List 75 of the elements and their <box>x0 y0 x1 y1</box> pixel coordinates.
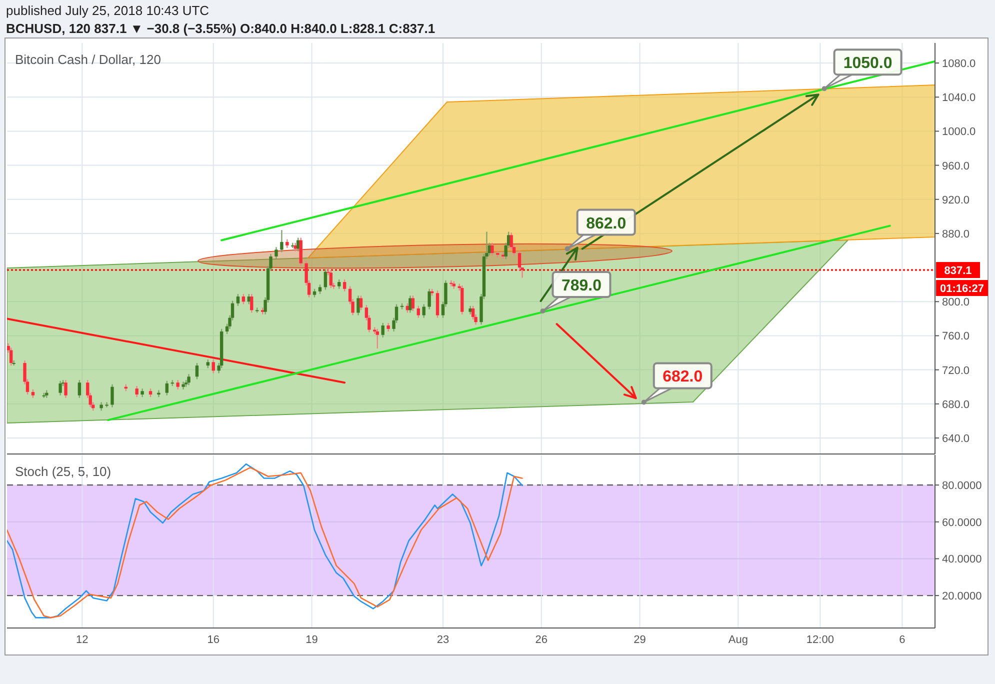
text: Bitcoin Cash / Dollar, 120 <box>15 52 161 67</box>
candlestick <box>10 347 13 366</box>
y-tick-label: 640.0 <box>942 432 970 445</box>
text: Stoch (25, 5, 10) <box>15 464 112 479</box>
ref-line-label: 837.1 <box>944 265 972 278</box>
candlestick <box>408 295 412 314</box>
annotation: 862.0 <box>586 215 626 232</box>
candlestick <box>250 293 254 314</box>
candlestick <box>280 229 284 253</box>
y-tick-label: 680.0 <box>942 398 970 411</box>
y-tick-label: 760.0 <box>942 330 970 343</box>
candlestick <box>318 284 322 295</box>
candlestick <box>428 288 431 310</box>
y-tick-label: 20.0000 <box>942 590 982 603</box>
y-tick-label: 1040.0 <box>942 92 976 104</box>
x-tick-label: 26 <box>535 634 548 646</box>
candlestick <box>242 293 246 305</box>
candlestick <box>58 380 62 396</box>
x-tick-label: 6 <box>899 634 906 646</box>
y-tick-label: 800.0 <box>942 296 970 309</box>
candlestick <box>338 278 341 290</box>
y-tick-label: 80.0000 <box>942 480 982 492</box>
candlestick <box>195 362 199 380</box>
candlestick <box>105 402 108 408</box>
candlestick <box>274 246 278 260</box>
x-tick-label: 12:00 <box>806 634 834 646</box>
x-tick-label: Aug <box>728 634 748 646</box>
y-tick-label: 60.0000 <box>942 516 982 529</box>
x-tick-label: 29 <box>634 634 646 646</box>
candlestick <box>376 328 379 350</box>
y-tick-label: 1000.0 <box>942 126 976 138</box>
candlestick <box>356 295 360 316</box>
candlestick <box>187 373 190 386</box>
candlestick <box>110 384 114 408</box>
candlestick <box>436 290 440 318</box>
candlestick <box>460 284 464 316</box>
y-tick-label: 720.0 <box>942 364 970 377</box>
candlestick <box>78 379 82 399</box>
candlestick <box>381 322 384 338</box>
candlestick <box>176 379 180 390</box>
candlestick <box>12 360 16 366</box>
candlestick <box>236 293 240 306</box>
candlestick <box>64 379 68 399</box>
candlestick <box>212 358 215 374</box>
candlestick <box>471 305 475 320</box>
annotation: 789.0 <box>561 278 602 295</box>
y-tick-label: 40.0000 <box>942 554 982 566</box>
x-tick-label: 12 <box>76 634 88 646</box>
candlestick <box>135 385 138 398</box>
candlestick <box>324 268 328 290</box>
annotation: 1050.0 <box>843 55 892 72</box>
candlestick <box>299 237 302 266</box>
candlestick <box>518 250 522 271</box>
candlestick <box>450 280 453 287</box>
annotation: 682.0 <box>662 368 703 386</box>
y-tick-label: 1080.0 <box>942 58 976 70</box>
candlestick <box>157 390 160 398</box>
x-tick-label: 23 <box>436 634 450 646</box>
candlestick <box>359 295 363 311</box>
y-tick-label: 880.0 <box>942 228 970 240</box>
candlestick <box>329 270 333 289</box>
y-tick-label: 920.0 <box>942 194 970 206</box>
candlestick <box>496 250 500 258</box>
x-tick-label: 16 <box>207 634 220 646</box>
y-tick-label: 960.0 <box>942 160 970 172</box>
candlestick <box>422 304 426 318</box>
text: published July 25, 2018 10:43 UTC <box>6 3 210 18</box>
x-tick-label: 19 <box>306 634 318 646</box>
candlestick <box>342 278 346 292</box>
text: 01:16:27 <box>940 283 984 296</box>
candlestick <box>490 242 494 256</box>
candlestick <box>165 380 169 396</box>
candlestick <box>416 305 420 318</box>
text: BCHUSD, 120 837.1 ▼ −30.8 (−3.55%) O:840.0 H:840.0 L:828.1 C:837.1 <box>6 21 436 36</box>
candlestick <box>411 295 415 312</box>
